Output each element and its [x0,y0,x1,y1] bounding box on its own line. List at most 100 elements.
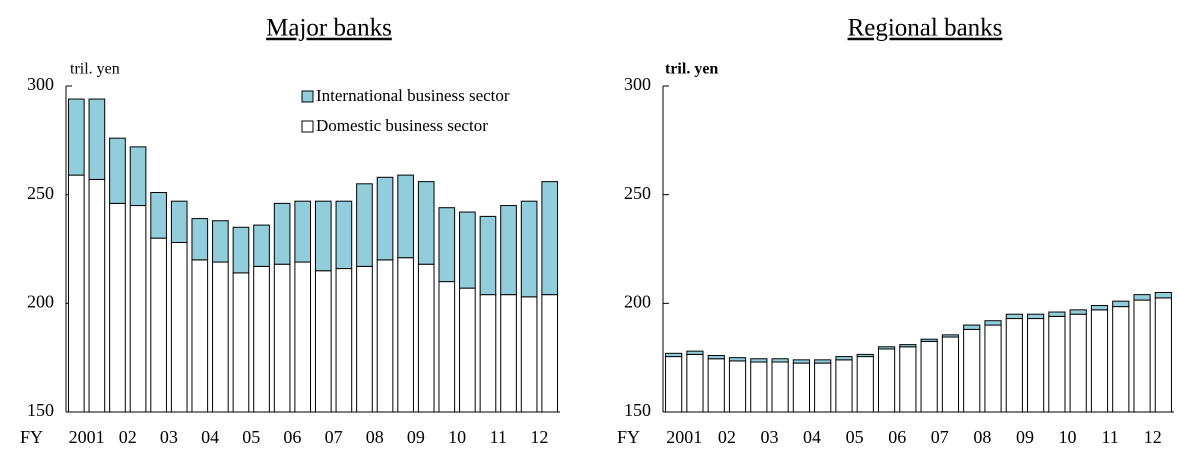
bar-segment [707,354,725,360]
x-tick-label: 12 [530,427,548,447]
x-tick-label: 07 [931,427,949,447]
x-tick-label: 08 [973,427,991,447]
bar-segment [273,263,291,413]
bar-segment [273,202,291,265]
x-tick-label: 02 [119,427,137,447]
bar-segment [1090,309,1109,413]
bar-segment [707,358,725,413]
x-tick-label: 11 [1101,427,1118,447]
bar-segment [941,336,960,413]
bar-segment [963,328,981,413]
bar-segment [835,356,853,361]
y-axis-label: tril. yen [665,61,718,78]
bar-segment [67,174,85,413]
bar-segment [665,356,683,413]
bar-segment [541,181,559,296]
bar-segment [417,181,435,265]
bar-segment [835,359,853,413]
bar-segment [150,237,167,413]
bar-segment [920,340,938,413]
bar-segment [541,294,559,413]
bar-segment [294,200,312,263]
bar-segment [920,338,938,342]
x-tick-label: 05 [242,427,260,447]
bar-segment [1005,313,1023,320]
x-tick-label: 06 [283,427,301,447]
y-tick-label: 250 [624,183,651,203]
bar-segment [88,178,106,413]
bar-segment [1048,315,1066,413]
bar-segment [417,263,435,413]
x-tick-label: 05 [846,427,864,447]
bar-segment [376,259,394,413]
bar-segment [335,200,353,270]
bar-segment [438,281,456,413]
bar-segment [479,215,497,296]
bar-segment [294,261,312,413]
y-tick-label: 300 [624,74,651,94]
bar-segment [520,200,538,298]
y-axis-label: tril. yen [70,61,120,78]
bar-segment [771,361,789,413]
bar-segment [459,211,476,289]
bar-segment [88,98,106,180]
bar-segment [814,359,832,364]
bar-segment [314,270,332,413]
x-tick-label: 04 [803,427,821,447]
bar-segment [1090,305,1109,311]
y-tick-label: 250 [27,183,54,203]
x-tick-label: 03 [160,427,178,447]
x-tick-label: 12 [1144,427,1162,447]
bar-segment [170,200,188,243]
bar-segment [150,191,167,239]
bar-segment [376,176,394,261]
bar-segment [129,205,147,413]
bar-segment [1069,313,1087,413]
bar-segment [856,356,874,413]
y-tick-label: 300 [27,74,54,94]
x-tick-label: 10 [448,427,466,447]
x-tick-label: 06 [888,427,906,447]
y-tick-label: 200 [27,291,54,311]
bar-segment [500,294,517,413]
bar-segment [728,357,747,362]
bar-segment [109,137,126,204]
bar-segment [1048,311,1066,317]
bar-segment [1133,299,1151,413]
bar-segment [877,348,896,413]
x-tick-label: 04 [201,427,219,447]
bar-segment [1133,294,1151,301]
bar-segment [899,344,917,348]
bar-segment [520,296,538,413]
x-axis-prefix: FY [617,427,640,447]
bar-segment [877,346,896,350]
x-tick-label: 02 [718,427,736,447]
x-tick-label: 09 [407,427,425,447]
bar-segment [459,287,476,413]
x-tick-label: 07 [325,427,343,447]
x-tick-label: 03 [760,427,778,447]
bar-segment [212,220,229,263]
y-tick-label: 200 [624,291,651,311]
x-axis-prefix: FY [20,427,43,447]
legend-label: International business sector [316,86,510,105]
bar-segment [686,350,704,355]
legend-label: Domestic business sector [316,116,488,135]
legend-swatch [301,90,314,103]
legend-swatch [301,120,314,133]
bar-segment [253,265,270,413]
bar-segment [899,346,917,413]
bar-segment [792,362,810,413]
x-tick-label: 08 [366,427,384,447]
bar-segment [232,272,250,413]
bar-segment [500,205,517,296]
bar-segment [1069,309,1087,315]
bar-segment [792,359,810,364]
y-tick-label: 150 [27,400,54,420]
x-tick-label: 11 [490,427,507,447]
bar-segment [984,324,1002,413]
bar-segment [856,353,874,358]
bar-segment [963,324,981,330]
